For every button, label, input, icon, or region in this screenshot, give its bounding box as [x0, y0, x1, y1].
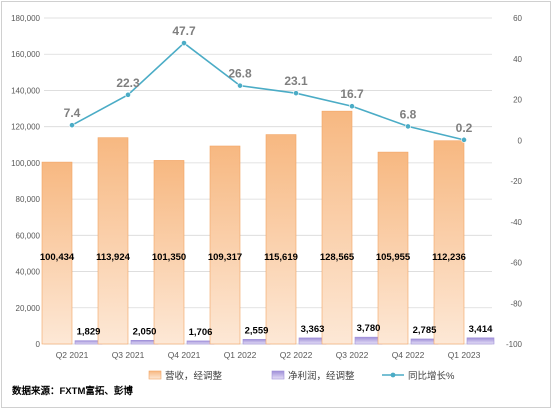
revenue-bar: [321, 110, 353, 345]
net-profit-bar-label: 1,829: [77, 327, 101, 338]
legend-label-revenue: 营收，经调整: [165, 370, 223, 382]
net-profit-bar-label: 1,706: [189, 327, 213, 338]
left-tick-label: 140,000: [11, 86, 40, 95]
category-label: Q3 2021: [112, 350, 145, 360]
source-note: 数据来源：FXTM富拓、彭博: [11, 385, 133, 397]
revenue-bar: [41, 161, 73, 345]
growth-point-label: 26.8: [228, 67, 252, 81]
right-tick-label: 0: [518, 136, 523, 145]
category-label: Q4 2021: [168, 350, 201, 360]
right-tick-label: -40: [510, 218, 522, 227]
growth-point-label: 6.8: [400, 107, 417, 121]
growth-point-label: 47.7: [172, 24, 196, 38]
legend: 营收，经调整 净利润，经调整 同比增长%: [148, 370, 455, 382]
left-tick-label: 40,000: [16, 268, 41, 277]
legend-swatch-revenue: [148, 370, 162, 380]
growth-point: [237, 82, 243, 89]
revenue-bar: [153, 160, 185, 345]
growth-point-label: 23.1: [284, 74, 308, 88]
category-label: Q1 2023: [448, 350, 481, 360]
net-profit-bar-label: 3,363: [301, 324, 325, 335]
revenue-bar-label: 128,565: [320, 252, 355, 263]
left-tick-label: 100,000: [11, 159, 40, 168]
category-label: Q2 2022: [280, 350, 313, 360]
growth-point-label: 0.2: [456, 121, 473, 135]
growth-point: [461, 136, 467, 143]
right-tick-label: 60: [513, 14, 522, 23]
legend-label-growth: 同比增长%: [408, 370, 455, 382]
growth-point: [293, 90, 299, 97]
growth-line-path: [71, 42, 465, 141]
left-tick-label: 80,000: [16, 195, 41, 204]
revenue-bar: [433, 140, 465, 345]
revenue-bar-label: 113,924: [96, 252, 131, 263]
right-tick-label: -80: [510, 299, 522, 308]
net-profit-bar-label: 2,785: [413, 325, 437, 336]
growth-point: [349, 103, 355, 110]
net-profit-bar-label: 2,050: [133, 326, 157, 337]
left-axis: 0 20,000 40,000 60,000 80,000 100,000 120,000 1…: [11, 14, 40, 349]
left-tick-label: 160,000: [11, 50, 40, 59]
legend-label-net-profit: 净利润，经调整: [288, 370, 355, 382]
revenue-bar-label: 115,619: [264, 252, 298, 263]
left-tick-label: 180,000: [11, 14, 40, 23]
right-axis: -100 -80 -60 -40 -20 0 20 40 60: [506, 14, 523, 349]
growth-point-label: 22.3: [116, 76, 140, 90]
growth-point: [125, 91, 131, 98]
growth-point-label: 7.4: [64, 106, 81, 120]
right-tick-label: 40: [513, 55, 522, 64]
revenue-bar-label: 109,317: [208, 252, 242, 263]
category-label: Q2 2021: [56, 350, 89, 360]
left-tick-label: 20,000: [16, 304, 41, 313]
growth-point: [405, 123, 411, 130]
legend-swatch-net-profit: [271, 370, 285, 380]
growth-point-label: 16.7: [340, 87, 364, 101]
revenue-bar: [209, 145, 241, 345]
data-labels: 100,434 1,829 113,924 2,050 101,350 1,706 109,…: [40, 24, 493, 338]
right-tick-label: 20: [513, 96, 522, 105]
net-profit-bar-label: 3,780: [357, 323, 381, 334]
revenue-bar: [377, 151, 409, 345]
category-label: Q1 2022: [224, 350, 257, 360]
revenue-bar-label: 105,955: [376, 252, 411, 263]
revenue-bar-label: 112,236: [432, 252, 466, 263]
revenue-bar-label: 101,350: [152, 252, 186, 263]
net-profit-bar-label: 3,414: [469, 324, 493, 335]
net-profit-bar-label: 2,559: [245, 325, 269, 336]
left-tick-label: 60,000: [16, 231, 41, 240]
category-label: Q3 2022: [336, 350, 369, 360]
bars: [41, 110, 495, 345]
category-labels: Q2 2021 Q3 2021 Q4 2021 Q1 2022 Q2 2022 Q3 20…: [56, 350, 481, 360]
growth-point: [181, 40, 187, 46]
revenue-bar-label: 100,434: [40, 252, 75, 263]
right-tick-label: -60: [510, 259, 522, 268]
growth-point: [69, 122, 75, 129]
right-tick-label: -20: [510, 177, 522, 186]
category-label: Q4 2022: [392, 350, 425, 360]
net-profit-bar: [466, 337, 495, 345]
revenue-bar: [265, 134, 297, 345]
left-tick-label: 0: [36, 340, 41, 349]
legend-marker-growth: [390, 372, 396, 378]
left-tick-label: 120,000: [11, 123, 40, 132]
right-tick-label: -100: [506, 340, 523, 349]
growth-line: [69, 40, 467, 143]
revenue-bar: [97, 137, 129, 345]
